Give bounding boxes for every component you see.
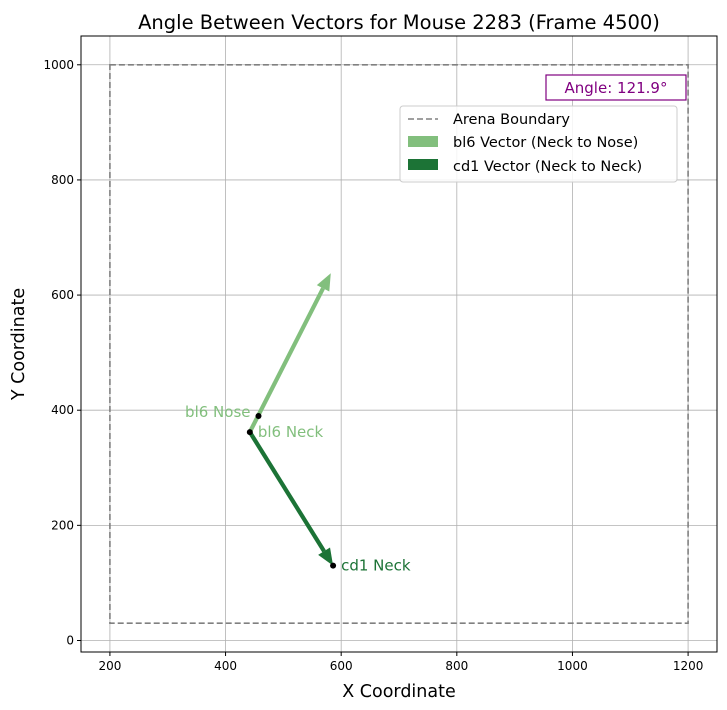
x-tick-label: 1000 <box>557 659 588 673</box>
legend-cd1-label: cd1 Vector (Neck to Neck) <box>453 159 642 175</box>
points: bl6 Nose bl6 Neck cd1 Neck <box>185 403 411 575</box>
cd1-vector-arrow <box>248 430 334 566</box>
vector-head <box>316 273 331 292</box>
x-tick-label: 200 <box>98 659 121 673</box>
point-label: bl6 Nose <box>185 403 250 421</box>
y-axis-ticks: 0 200 400 600 800 1000 <box>43 58 81 647</box>
point-marker <box>330 562 337 569</box>
arena-boundary <box>109 63 689 625</box>
y-tick-label: 1000 <box>43 58 74 72</box>
legend-bl6-label: bl6 Vector (Neck to Nose) <box>453 135 638 151</box>
vector-shaft <box>247 287 325 434</box>
arena-boundary-rect <box>109 63 689 625</box>
angle-label: Angle: 121.9° <box>565 79 668 97</box>
angle-annotation: Angle: 121.9° <box>545 74 687 101</box>
legend-arena-label: Arena Boundary <box>453 112 570 128</box>
y-tick-label: 800 <box>51 173 74 187</box>
x-tick-label: 600 <box>330 659 353 673</box>
legend-cd1-swatch <box>408 159 438 170</box>
x-tick-label: 800 <box>445 659 468 673</box>
plot-frame <box>80 35 718 653</box>
legend-bl6-swatch <box>408 136 438 147</box>
vectors <box>247 273 334 566</box>
point-label: cd1 Neck <box>341 557 411 575</box>
chart-title: Angle Between Vectors for Mouse 2283 (Fr… <box>138 11 660 34</box>
point-label: bl6 Neck <box>258 423 324 441</box>
point-marker <box>255 412 262 419</box>
vector-head <box>318 547 334 566</box>
y-tick-label: 0 <box>66 633 74 647</box>
y-tick-label: 600 <box>51 288 74 302</box>
point-marker <box>246 429 253 436</box>
y-tick-label: 200 <box>51 518 74 532</box>
x-axis-label: X Coordinate <box>342 682 456 702</box>
x-axis-ticks: 200 400 600 800 1000 1200 <box>98 652 703 673</box>
legend: Arena Boundary bl6 Vector (Neck to Nose)… <box>399 105 678 183</box>
vector-shaft <box>248 430 326 553</box>
y-axis-label: Y Coordinate <box>9 288 29 401</box>
x-tick-label: 1200 <box>673 659 704 673</box>
x-tick-label: 400 <box>214 659 237 673</box>
angle-box <box>545 74 687 101</box>
y-tick-label: 400 <box>51 403 74 417</box>
legend-box <box>399 105 678 183</box>
bl6-vector-arrow <box>247 273 331 434</box>
